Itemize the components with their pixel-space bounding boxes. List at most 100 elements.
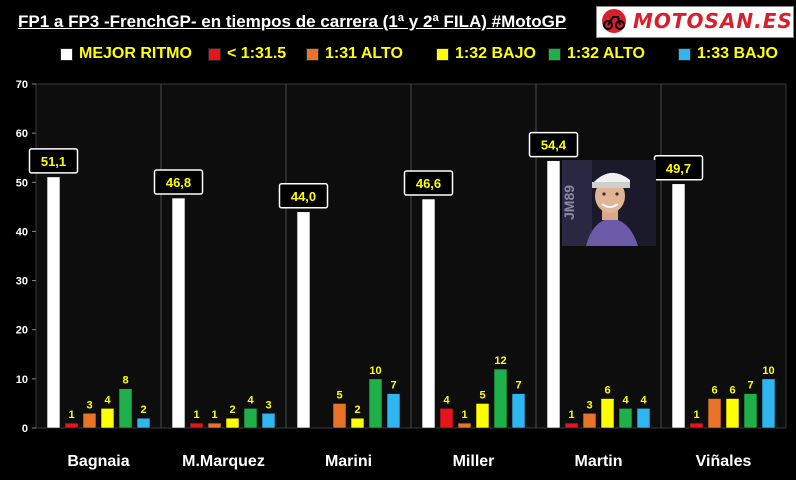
- bar-value-label: 1: [568, 409, 574, 421]
- y-tick-label: 50: [16, 177, 28, 189]
- legend-swatch: [60, 47, 73, 61]
- bar: [118, 388, 133, 429]
- bar-value-label: 2: [354, 404, 360, 416]
- legend-item: 1:32 BAJO: [436, 42, 536, 66]
- best-pace-label: 51,1: [41, 154, 66, 169]
- bar-value-label: 3: [86, 399, 92, 411]
- y-tick-label: 60: [16, 128, 28, 140]
- bar-value-label: 4: [443, 394, 450, 406]
- bar: [368, 378, 383, 429]
- bar: [689, 422, 704, 429]
- best-pace-label: 49,7: [666, 161, 691, 176]
- y-tick-label: 20: [16, 325, 28, 337]
- y-tick-label: 70: [16, 79, 28, 91]
- legend-swatch: [678, 47, 691, 61]
- legend-item: < 1:31.5: [208, 42, 286, 66]
- legend-swatch: [436, 47, 449, 61]
- bar: [582, 412, 597, 429]
- bar-value-label: 2: [229, 404, 235, 416]
- bar-value-label: 6: [729, 385, 735, 397]
- bar: [261, 412, 276, 429]
- chart-title: FP1 a FP3 -FrenchGP- en tiempos de carre…: [18, 12, 567, 31]
- bar: [136, 417, 151, 429]
- bar-value-label: 5: [336, 389, 342, 401]
- best-pace-box: [28, 148, 79, 174]
- bar-value-label: 4: [622, 394, 629, 406]
- bar: [100, 408, 115, 429]
- bar: [64, 422, 79, 429]
- best-pace-label: 54,4: [541, 138, 567, 153]
- legend-item: MEJOR RITMO: [60, 42, 192, 66]
- y-tick-label: 30: [16, 276, 28, 288]
- x-category-label: Bagnaia: [67, 453, 129, 470]
- bar: [671, 183, 686, 429]
- best-pace-label: 46,6: [416, 176, 441, 191]
- legend-label: 1:32 BAJO: [455, 45, 536, 62]
- legend-item: 1:32 ALTO: [548, 42, 645, 66]
- bar: [707, 398, 722, 429]
- bar: [386, 393, 401, 429]
- rider-photo-icon: JM89: [562, 160, 656, 246]
- legend-swatch: [548, 47, 561, 61]
- brand-logo-text: MOTOSAN.ES: [633, 9, 793, 33]
- bar-value-label: 4: [640, 394, 647, 406]
- motorcycle-icon: [602, 9, 626, 33]
- bar: [439, 408, 454, 429]
- bar: [350, 417, 365, 429]
- y-tick-label: 0: [22, 423, 28, 435]
- y-tick-label: 10: [16, 374, 28, 386]
- legend-swatch: [208, 47, 221, 61]
- best-pace-label: 44,0: [291, 189, 316, 204]
- rider-bib: JM89: [562, 185, 577, 220]
- best-pace-box: [278, 183, 329, 209]
- legend: MEJOR RITMO < 1:31.5 1:31 ALTO 1:32 BAJO 1:3…: [18, 42, 788, 68]
- bar-value-label: 10: [762, 365, 774, 377]
- bar-value-label: 1: [211, 409, 217, 421]
- bar-value-label: 6: [711, 385, 717, 397]
- bar: [725, 398, 740, 429]
- legend-label: MEJOR RITMO: [79, 45, 192, 62]
- x-category-label: Marini: [325, 453, 372, 470]
- best-pace-box: [153, 169, 204, 195]
- bar: [332, 403, 347, 429]
- bar: [600, 398, 615, 429]
- bar-value-label: 10: [369, 365, 381, 377]
- legend-label: 1:32 ALTO: [567, 45, 645, 62]
- bar: [564, 422, 579, 429]
- bar: [171, 197, 186, 429]
- bar: [636, 408, 651, 429]
- y-tick-label: 40: [16, 226, 28, 238]
- bar-value-label: 1: [461, 409, 467, 421]
- x-category-label: Martin: [575, 453, 623, 470]
- bar: [243, 408, 258, 429]
- bar-value-label: 5: [479, 389, 485, 401]
- bar-value-label: 3: [265, 399, 271, 411]
- bar: [421, 198, 436, 429]
- bar: [761, 378, 776, 429]
- bar: [493, 368, 508, 429]
- best-pace-label: 46,8: [166, 175, 191, 190]
- best-pace-box: [528, 131, 579, 158]
- bar: [618, 408, 633, 429]
- legend-label: 1:31 ALTO: [325, 45, 403, 62]
- bar-value-label: 1: [193, 409, 199, 421]
- legend-label: < 1:31.5: [227, 45, 287, 62]
- legend-swatch: [306, 47, 319, 61]
- bar: [296, 211, 311, 429]
- legend-label: 1:33 BAJO: [697, 45, 778, 62]
- bar: [189, 422, 204, 429]
- legend-item: 1:31 ALTO: [306, 42, 403, 66]
- bar-value-label: 3: [586, 399, 592, 411]
- bar: [82, 412, 97, 429]
- brand-logo: MOTOSAN.ES: [596, 6, 794, 38]
- bar: [475, 403, 490, 429]
- bar-value-label: 7: [747, 380, 753, 392]
- best-pace-box: [403, 170, 454, 196]
- bar: [225, 417, 240, 429]
- x-category-label: M.Marquez: [182, 453, 265, 470]
- bar: [511, 393, 526, 429]
- x-category-label: Miller: [453, 453, 495, 470]
- bar: [457, 422, 472, 429]
